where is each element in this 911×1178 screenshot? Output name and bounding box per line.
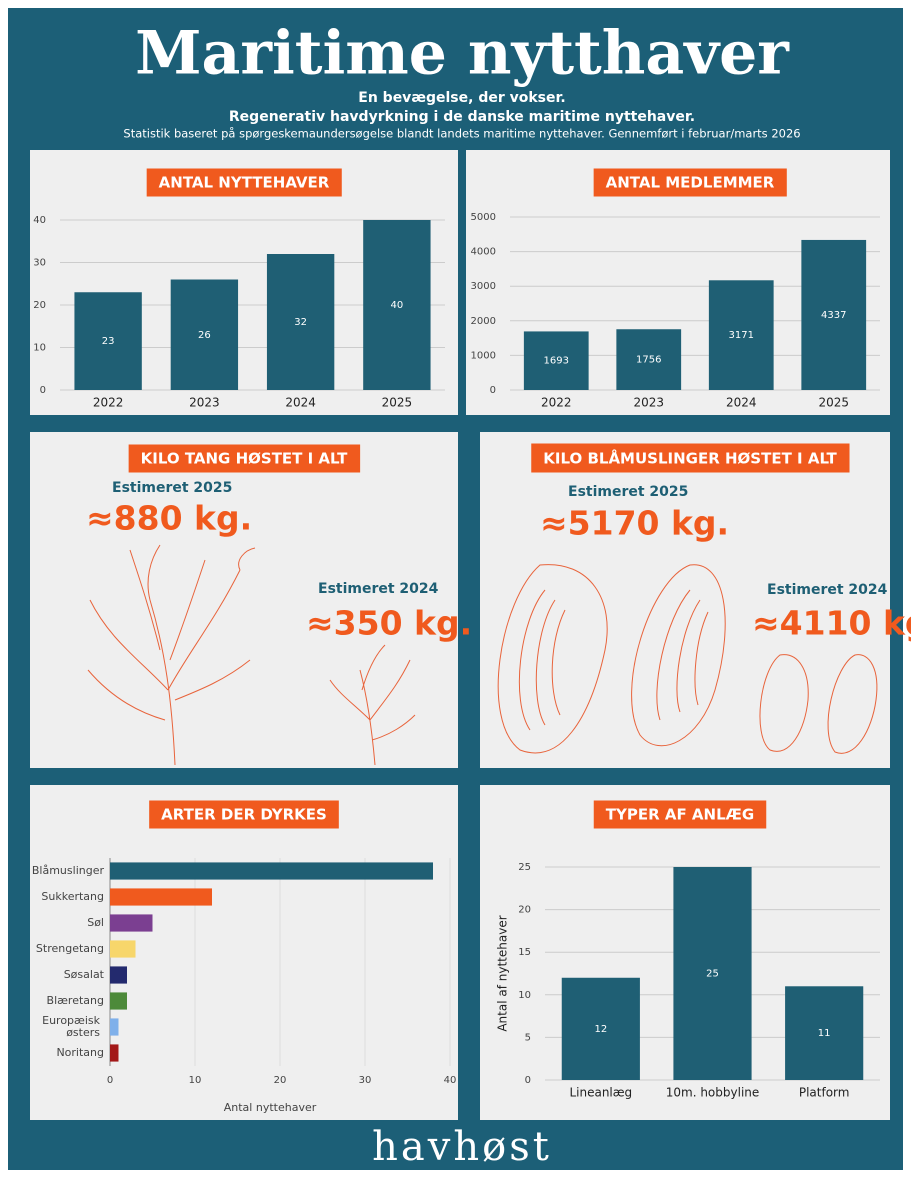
x-tick-label: Lineanlæg: [569, 1086, 632, 1100]
x-tick-label: 40: [444, 1075, 457, 1086]
value-label: 40: [391, 300, 404, 311]
y-tick-label: 1000: [471, 350, 496, 361]
panel-title: ARTER DER DYRKES: [161, 806, 327, 824]
y-axis-label: Antal af nyttehaver: [496, 915, 510, 1031]
y-tick-label: Strengetang: [36, 942, 104, 955]
y-tick-label: 4000: [471, 247, 496, 258]
y-tick-label: 5: [525, 1032, 531, 1043]
y-tick-label: Søl: [87, 916, 104, 929]
panel: [30, 432, 458, 768]
estimate-label: Estimeret 2024: [318, 581, 439, 597]
x-tick-label: 2025: [818, 396, 849, 410]
x-axis-label: Antal nyttehaver: [224, 1101, 317, 1114]
x-tick-label: 2022: [93, 396, 124, 410]
value-label: 12: [594, 1024, 607, 1035]
estimate-label: Estimeret 2025: [568, 484, 688, 500]
bar: [110, 966, 127, 983]
value-label: 25: [706, 969, 719, 980]
estimate-label: Estimeret 2024: [767, 582, 888, 598]
value-label: 11: [818, 1028, 831, 1039]
estimate-value: ≈880 kg.: [86, 499, 252, 538]
x-tick-label: Platform: [799, 1086, 850, 1100]
x-tick-label: 20: [274, 1075, 287, 1086]
value-label: 1756: [636, 355, 661, 366]
value-label: 1693: [544, 356, 569, 367]
note: Statistik baseret på spørgeskemaundersøg…: [123, 127, 800, 141]
bar: [110, 1018, 119, 1035]
y-tick-label: Blåmuslinger: [32, 864, 105, 877]
y-tick-label: 0: [525, 1075, 531, 1086]
estimate-label: Estimeret 2025: [112, 480, 232, 496]
y-tick-label: 5000: [471, 212, 496, 223]
x-tick-label: 0: [107, 1075, 113, 1086]
y-tick-label: 30: [33, 258, 46, 269]
value-label: 3171: [729, 330, 754, 341]
y-tick-label: 40: [33, 215, 46, 226]
bar: [110, 1044, 119, 1061]
estimate-value: ≈4110 kg.: [752, 604, 911, 643]
x-tick-label: 10: [189, 1075, 202, 1086]
subtitle: En bevægelse, der vokser.: [358, 90, 565, 106]
y-tick-label: 10: [518, 990, 531, 1001]
value-label: 4337: [821, 310, 846, 321]
x-tick-label: 2024: [726, 396, 757, 410]
x-tick-label: 2023: [189, 396, 220, 410]
estimate-value: ≈5170 kg.: [540, 504, 729, 543]
y-tick-label: Søsalat: [64, 968, 105, 981]
estimate-value: ≈350 kg.: [306, 604, 472, 643]
main-title: Maritime nytthaver: [135, 19, 790, 89]
value-label: 26: [198, 330, 211, 341]
x-tick-label: 2024: [285, 396, 316, 410]
x-tick-label: 2023: [633, 396, 664, 410]
value-label: 32: [294, 317, 307, 328]
y-tick-label: 2000: [471, 316, 496, 327]
infographic: Maritime nytthaver En bevægelse, der vok…: [0, 0, 911, 1178]
brand: havhøst: [372, 1124, 552, 1170]
y-tick-label: Blæretang: [47, 994, 104, 1007]
value-label: 23: [102, 336, 115, 347]
y-tick-label: 0: [40, 385, 46, 396]
bar: [110, 914, 153, 931]
x-tick-label: 2022: [541, 396, 572, 410]
panel-title: KILO BLÅMUSLINGER HØSTET I ALT: [543, 449, 837, 468]
panel-title: TYPER AF ANLÆG: [606, 806, 755, 824]
y-tick-label: 15: [518, 947, 531, 958]
panel-title: ANTAL NYTTEHAVER: [159, 174, 330, 192]
panel-title: ANTAL MEDLEMMER: [606, 174, 775, 192]
y-tick-label: 10: [33, 343, 46, 354]
x-tick-label: 2025: [382, 396, 413, 410]
bar: [110, 992, 127, 1009]
y-tick-label: 3000: [471, 281, 496, 292]
bar: [110, 862, 433, 879]
panel-title: KILO TANG HØSTET I ALT: [141, 450, 348, 468]
bar: [110, 888, 212, 905]
y-tick-label: Noritang: [56, 1046, 104, 1059]
y-tick-label: 0: [490, 385, 496, 396]
subtitle: Regenerativ havdyrkning i de danske mari…: [229, 109, 695, 125]
x-tick-label: 10m. hobbyline: [666, 1086, 760, 1100]
x-tick-label: 30: [359, 1075, 372, 1086]
y-tick-label: 25: [518, 862, 531, 873]
y-tick-label: 20: [33, 300, 46, 311]
bar: [110, 940, 136, 957]
y-tick-label: Sukkertang: [41, 890, 104, 903]
y-tick-label: 20: [518, 905, 531, 916]
